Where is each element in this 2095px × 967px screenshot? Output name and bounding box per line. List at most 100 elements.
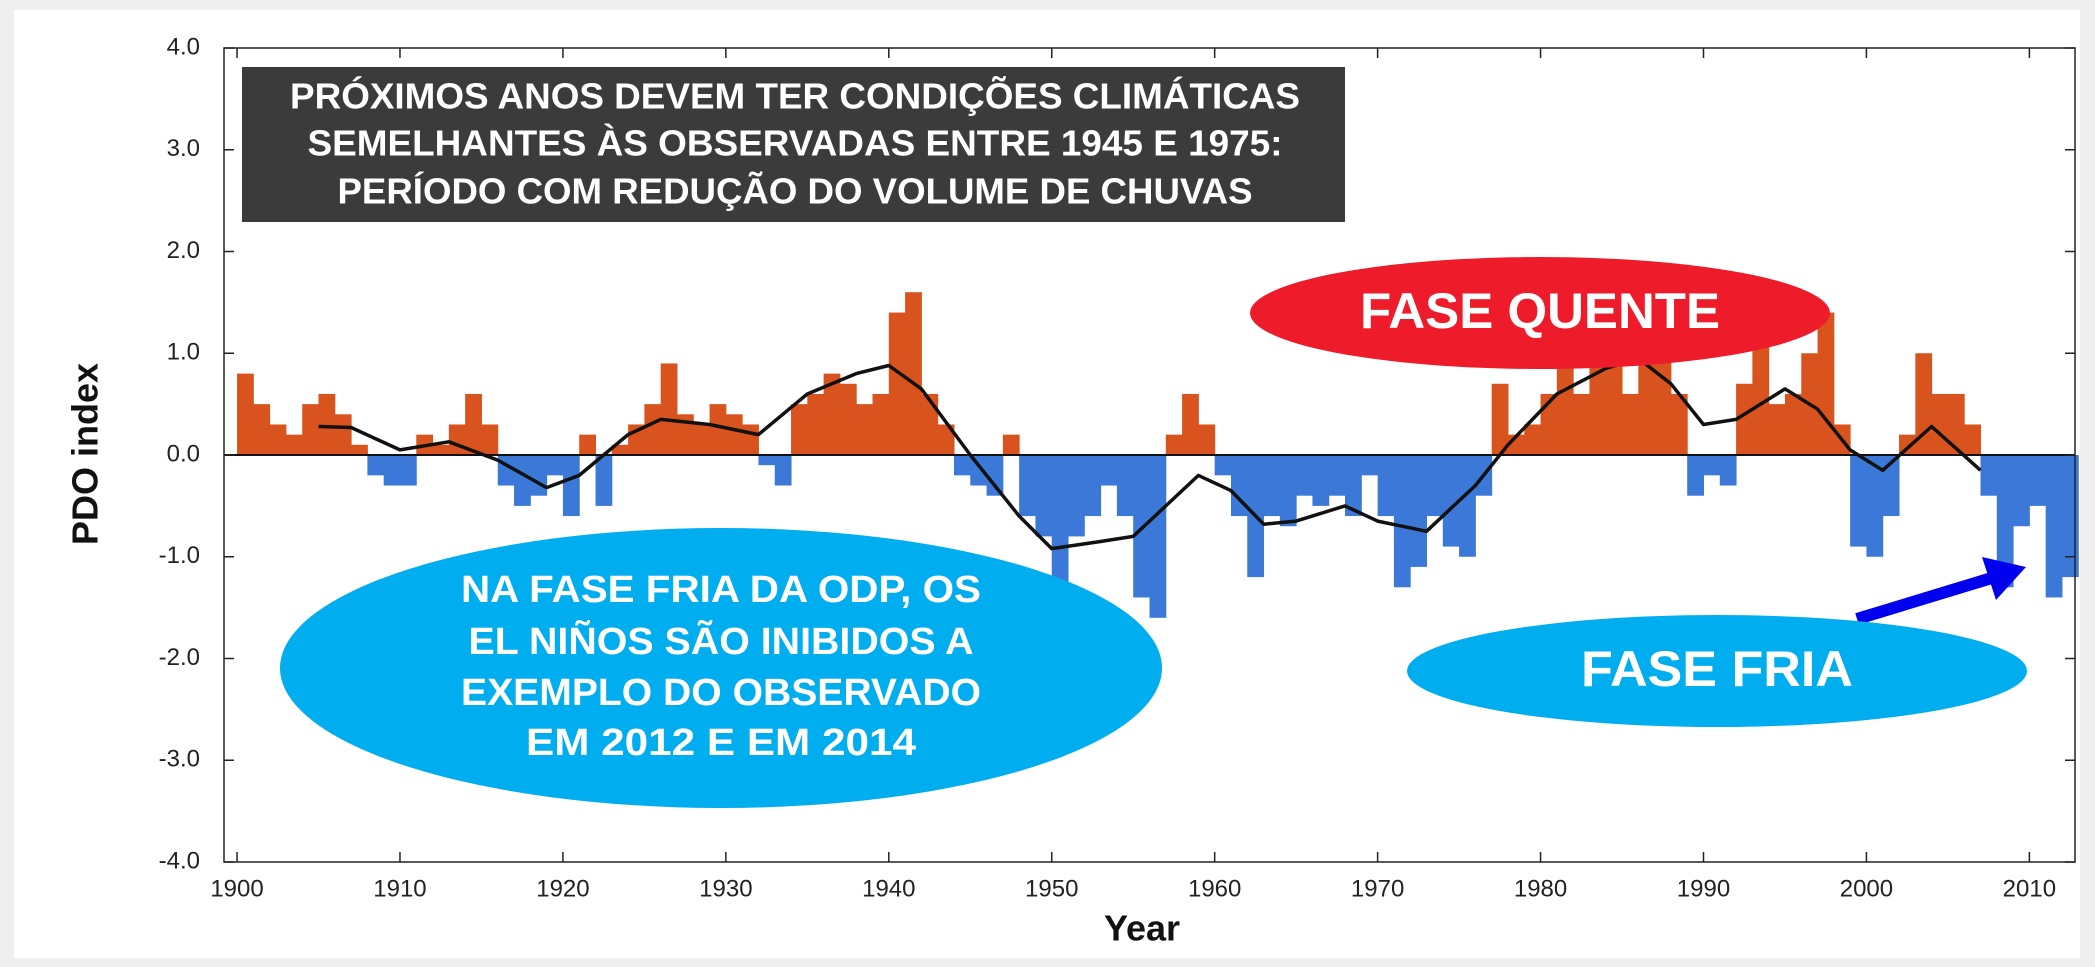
cold-phase-bubble	[1407, 615, 2027, 727]
arrow-head	[1982, 557, 2026, 600]
bar	[1573, 393, 1590, 455]
bar	[285, 434, 303, 455]
y-tick-label: -2.0	[159, 644, 200, 671]
bar	[2013, 455, 2030, 527]
bar	[1019, 455, 1036, 517]
x-tick-label: 1990	[1677, 875, 1730, 902]
headline-box	[242, 67, 1345, 222]
bar	[1410, 455, 1427, 567]
bar	[1165, 434, 1183, 455]
warm-phase-label: FASE QUENTE	[1360, 283, 1720, 339]
x-tick-label: 2000	[1840, 875, 1893, 902]
bar	[1328, 455, 1346, 496]
headline-text: PERÍODO COM REDUÇÃO DO VOLUME DE CHUVAS	[338, 170, 1253, 212]
y-tick-label: 4.0	[167, 33, 200, 60]
bar	[1426, 455, 1444, 517]
bar	[1556, 353, 1574, 455]
bar	[562, 455, 580, 517]
bar	[1279, 455, 1297, 527]
bar	[1540, 393, 1558, 455]
cold-note-text: EM 2012 E EM 2014	[526, 722, 916, 764]
bar	[1622, 393, 1639, 455]
headline-text: PRÓXIMOS ANOS DEVEM TER CONDIÇÕES CLIMÁT…	[290, 75, 1300, 117]
bar	[1964, 424, 1981, 455]
bar	[986, 455, 1004, 496]
x-tick-label: 1940	[862, 875, 915, 902]
bar	[1768, 404, 1786, 455]
bar	[1524, 424, 1542, 455]
bar	[807, 393, 825, 455]
bar	[1442, 455, 1460, 547]
x-tick-label: 1970	[1351, 875, 1404, 902]
bar	[1393, 455, 1411, 588]
y-tick-label: 3.0	[167, 135, 200, 162]
bar	[1068, 455, 1085, 537]
headline-text: SEMELHANTES ÀS OBSERVADAS ENTRE 1945 E 1…	[308, 123, 1283, 164]
bar	[644, 404, 662, 455]
bar	[334, 414, 352, 455]
cold-note-text: EL NIÑOS SÃO INIBIDOS A	[469, 619, 974, 663]
bar	[725, 414, 743, 455]
bar	[921, 393, 939, 455]
bar	[1491, 383, 1509, 455]
bar	[1687, 455, 1704, 496]
y-tick-label: -3.0	[159, 746, 200, 773]
y-tick-label: 0.0	[167, 440, 200, 467]
bar	[1670, 393, 1688, 455]
bar	[1100, 455, 1118, 486]
bar	[1051, 455, 1069, 588]
bar	[1752, 332, 1770, 455]
bar	[1605, 363, 1623, 455]
smoothed-line	[318, 356, 1982, 551]
cold-note-text: EXEMPLO DO OBSERVADO	[461, 672, 981, 714]
bar	[1263, 455, 1281, 517]
bar	[1198, 424, 1216, 455]
x-tick-label: 1910	[373, 875, 426, 902]
x-tick-label: 1900	[210, 875, 263, 902]
x-tick-label: 1980	[1514, 875, 1567, 902]
annotations: PRÓXIMOS ANOS DEVEM TER CONDIÇÕES CLIMÁT…	[242, 67, 2027, 808]
cold-note-text: NA FASE FRIA DA ODP, OS	[461, 569, 981, 611]
bar	[1035, 455, 1053, 537]
bar	[530, 455, 548, 496]
bar	[758, 455, 776, 466]
bar	[937, 424, 955, 455]
bar	[302, 404, 320, 455]
bar	[1230, 455, 1248, 517]
bar	[1459, 455, 1476, 557]
bar	[742, 424, 759, 455]
bar	[1116, 455, 1134, 517]
y-tick-label: 2.0	[167, 237, 200, 264]
bar	[1296, 455, 1313, 496]
bar	[1002, 434, 1020, 455]
bar	[1817, 312, 1835, 455]
cold-note-bubble	[280, 528, 1162, 808]
bar	[1312, 455, 1330, 506]
bar	[676, 414, 694, 455]
bar	[1719, 455, 1737, 486]
bar	[465, 393, 482, 455]
bar	[823, 373, 841, 455]
x-tick-label: 1960	[1188, 875, 1241, 902]
bar	[611, 444, 629, 455]
bar	[237, 373, 254, 455]
arrow-shaft	[1855, 571, 1997, 625]
bar	[448, 424, 466, 455]
bar	[2045, 455, 2063, 598]
bar	[432, 444, 450, 455]
bar	[399, 455, 417, 486]
y-tick-label: -1.0	[159, 542, 200, 569]
bar	[905, 292, 922, 455]
x-tick-label: 1950	[1025, 875, 1078, 902]
bar	[318, 393, 336, 455]
bar	[1182, 393, 1199, 455]
bar	[546, 455, 564, 476]
bar	[1996, 455, 2014, 588]
bar	[1214, 455, 1232, 476]
bar	[1345, 455, 1362, 517]
bar	[383, 455, 401, 486]
bar	[872, 393, 890, 455]
bar	[693, 424, 711, 455]
bar	[1866, 455, 1884, 557]
